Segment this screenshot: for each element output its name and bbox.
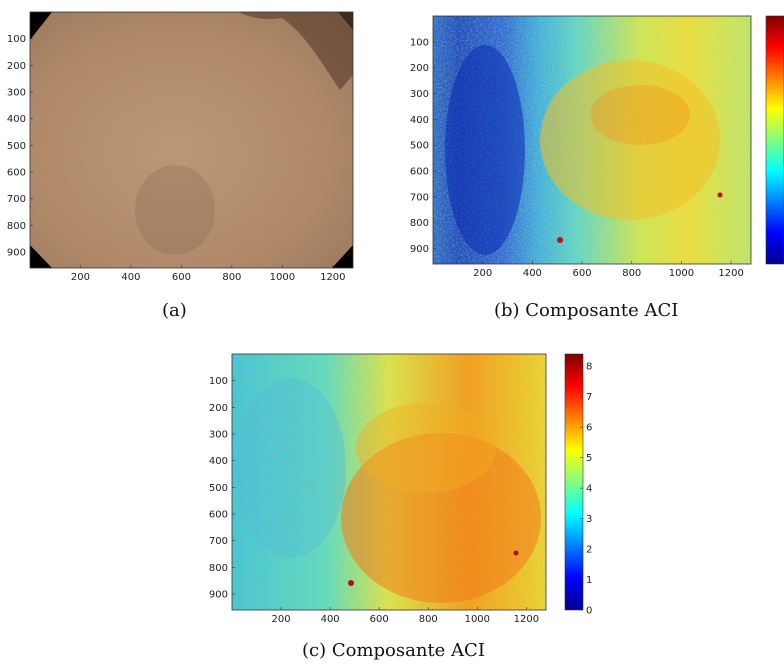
- y-tick-label: 500: [209, 483, 228, 494]
- x-tick-label: 1200: [320, 272, 345, 282]
- x-tick-label: 800: [419, 614, 438, 625]
- x-tick-label: 600: [172, 272, 191, 282]
- colorbar-tick-label: 4: [586, 484, 592, 495]
- x-tick-label: 1000: [465, 614, 490, 625]
- caption-a: (a): [162, 300, 187, 321]
- x-tick-label: 1200: [718, 268, 743, 279]
- y-tick-label: 100: [7, 34, 26, 45]
- y-tick-label: 300: [7, 88, 26, 99]
- colorbar-b: [765, 15, 784, 265]
- x-tick-label: 800: [622, 268, 641, 279]
- x-tick-label: 200: [272, 614, 291, 625]
- photo-crease: [238, 12, 353, 90]
- y-tick-label: 100: [209, 376, 228, 387]
- y-tick-label: 400: [7, 114, 26, 125]
- x-tick-label: 600: [370, 614, 389, 625]
- colorbar-tick-label: 8: [586, 362, 592, 373]
- panel-b-y-axis: 100 200 300 400 500 600 700 800 900: [410, 37, 436, 255]
- y-tick-label: 500: [410, 141, 429, 152]
- caption-c: (c) Composante ACI: [302, 640, 485, 661]
- caption-b: (b) Composante ACI: [494, 300, 679, 321]
- y-tick-label: 800: [7, 221, 26, 232]
- y-tick-label: 600: [410, 167, 429, 178]
- colorbar-tick-label: 3: [586, 514, 592, 525]
- panel-c-y-axis: 100 200 300 400 500 600 700 800 900: [209, 376, 235, 601]
- y-tick-label: 800: [410, 218, 429, 229]
- y-tick-label: 900: [7, 248, 26, 259]
- x-tick-label: 200: [71, 272, 90, 282]
- panel-c-x-axis: 200 400 600 800 1000 1200: [272, 607, 539, 625]
- colorbar-tick-label: 5: [586, 453, 592, 464]
- x-tick-label: 800: [222, 272, 241, 282]
- colorbar-c-ticks: 0 1 2 3 4 5 6 7 8: [580, 362, 592, 617]
- panel-a-x-axis: 200 400 600 800 1000 1200: [71, 265, 346, 282]
- y-tick-label: 700: [7, 194, 26, 205]
- y-tick-label: 300: [410, 89, 429, 100]
- colorbar-tick-label: 7: [586, 392, 592, 403]
- panel-b-heatmap: 100 200 300 400 500 600 700 800 900 200 400 600 800…: [410, 15, 784, 279]
- colorbar-tick-label: 0: [586, 606, 592, 617]
- colorbar-tick-label: 2: [586, 545, 592, 556]
- colorbar-tick-label: 6: [586, 423, 592, 434]
- y-tick-label: 600: [209, 510, 228, 521]
- y-tick-label: 200: [410, 63, 429, 74]
- panel-b-x-axis: 200 400 600 800 1000 1200: [473, 261, 744, 279]
- y-tick-label: 200: [7, 61, 26, 72]
- y-tick-label: 900: [209, 590, 228, 601]
- x-tick-label: 400: [321, 614, 340, 625]
- y-tick-label: 400: [410, 115, 429, 126]
- y-tick-label: 600: [7, 168, 26, 179]
- colorbar-tick-label: 1: [586, 575, 592, 586]
- y-tick-label: 800: [209, 563, 228, 574]
- colorbar-c: [564, 353, 584, 611]
- y-tick-label: 500: [7, 141, 26, 152]
- y-tick-label: 300: [209, 430, 228, 441]
- panel-a-photo: 100 200 300 400 500 600 700 800 900 200 400 600 800…: [7, 11, 354, 282]
- x-tick-label: 1200: [514, 614, 539, 625]
- y-tick-label: 700: [410, 192, 429, 203]
- x-tick-label: 400: [523, 268, 542, 279]
- y-tick-label: 900: [410, 244, 429, 255]
- panel-a-y-axis: 100 200 300 400 500 600 700 800 900: [7, 34, 33, 259]
- heatmap-b-cold-region: [445, 45, 525, 255]
- y-tick-label: 400: [209, 456, 228, 467]
- x-tick-label: 1000: [270, 272, 295, 282]
- y-tick-label: 200: [209, 403, 228, 414]
- y-tick-label: 700: [209, 536, 228, 547]
- y-tick-label: 100: [410, 37, 429, 48]
- x-tick-label: 1000: [669, 268, 694, 279]
- x-tick-label: 200: [473, 268, 492, 279]
- x-tick-label: 600: [573, 268, 592, 279]
- x-tick-label: 400: [121, 272, 140, 282]
- photo-blotch: [135, 165, 215, 255]
